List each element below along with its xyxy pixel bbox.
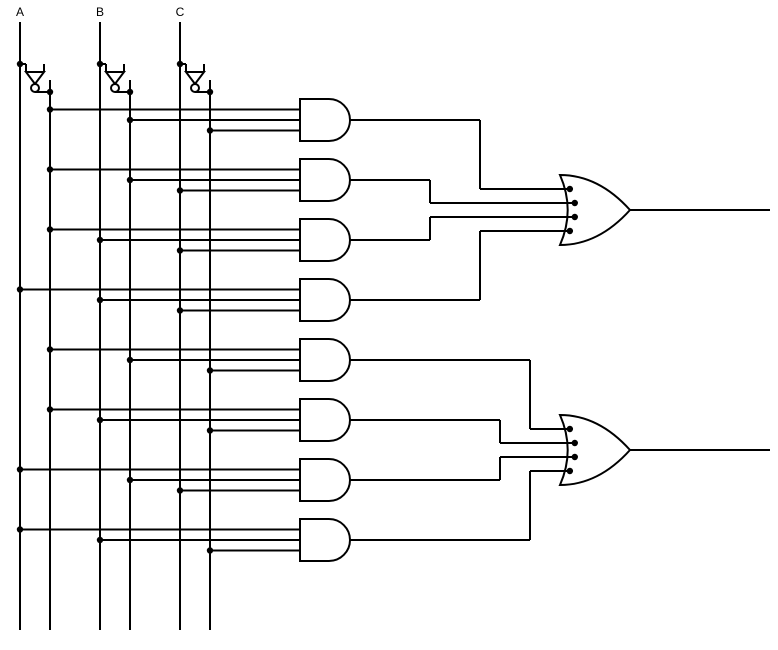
- and4: [300, 279, 350, 321]
- input-label: C: [176, 5, 185, 19]
- not-a-bubble: [31, 84, 39, 92]
- junction-dot: [567, 468, 573, 474]
- junction-dot: [207, 427, 213, 433]
- logic-circuit-diagram: A B C: [0, 0, 778, 650]
- junction-dot: [177, 187, 183, 193]
- input-label: B: [96, 5, 104, 19]
- junction-dot: [177, 247, 183, 253]
- junction-dot: [47, 226, 53, 232]
- junction-dot: [207, 89, 213, 95]
- junction-dot: [17, 526, 23, 532]
- junction-dot: [127, 477, 133, 483]
- and5: [300, 339, 350, 381]
- junction-dot: [47, 89, 53, 95]
- junction-dot: [572, 200, 578, 206]
- and8: [300, 519, 350, 561]
- junction-dot: [97, 297, 103, 303]
- not-b-bubble: [111, 84, 119, 92]
- junction-dot: [97, 237, 103, 243]
- junction-dot: [47, 106, 53, 112]
- or2: [560, 415, 630, 485]
- and7: [300, 459, 350, 501]
- junction-dot: [17, 466, 23, 472]
- junction-dot: [567, 426, 573, 432]
- junction-dot: [207, 127, 213, 133]
- not-b-triangle: [106, 72, 124, 84]
- junction-dot: [47, 166, 53, 172]
- junction-dot: [177, 487, 183, 493]
- junction-dot: [572, 454, 578, 460]
- junction-dot: [567, 228, 573, 234]
- and3: [300, 219, 350, 261]
- not-c-bubble: [191, 84, 199, 92]
- not-a-triangle: [26, 72, 44, 84]
- and1: [300, 99, 350, 141]
- junction-dot: [207, 547, 213, 553]
- junction-dot: [127, 89, 133, 95]
- junction-dot: [177, 307, 183, 313]
- and6: [300, 399, 350, 441]
- input-label: A: [16, 5, 24, 19]
- junction-dot: [207, 367, 213, 373]
- junction-dot: [97, 537, 103, 543]
- junction-dot: [572, 214, 578, 220]
- junction-dot: [47, 346, 53, 352]
- junction-dot: [572, 440, 578, 446]
- and2: [300, 159, 350, 201]
- junction-dot: [17, 286, 23, 292]
- junction-dot: [47, 406, 53, 412]
- junction-dot: [127, 177, 133, 183]
- junction-dot: [567, 186, 573, 192]
- junction-dot: [97, 417, 103, 423]
- junction-dot: [127, 357, 133, 363]
- or1: [560, 175, 630, 245]
- not-c-triangle: [186, 72, 204, 84]
- junction-dot: [127, 117, 133, 123]
